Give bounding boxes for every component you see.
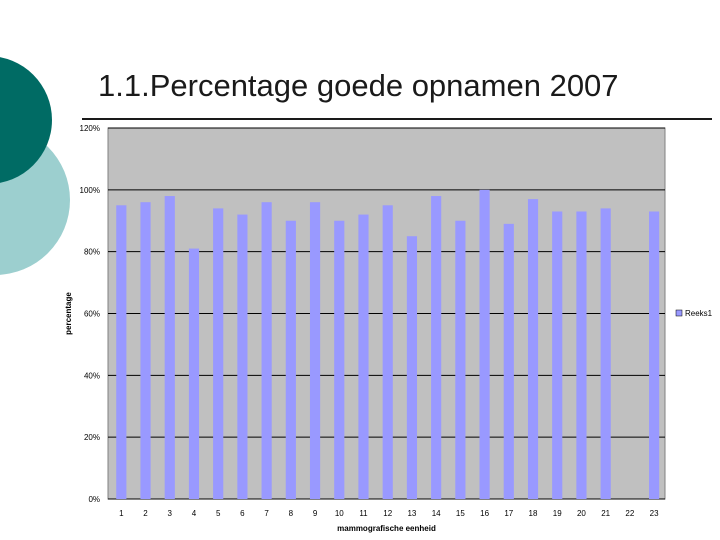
x-tick-label: 3 [168, 509, 173, 518]
decorative-circles [0, 57, 70, 275]
x-tick-label: 9 [313, 509, 318, 518]
bar-18 [527, 199, 539, 499]
x-tick-label: 1 [119, 509, 124, 518]
x-tick-label: 2 [143, 509, 148, 518]
x-tick-label: 13 [407, 509, 416, 518]
bars [116, 189, 660, 500]
x-tick-label: 4 [192, 509, 197, 518]
page-title: 1.1.Percentage goede opnamen 2007 [98, 68, 619, 103]
dark-circle-shape [0, 57, 52, 183]
legend-swatch [675, 309, 683, 317]
bar-2 [140, 202, 151, 499]
x-tick-label: 10 [335, 509, 344, 518]
bar-17 [503, 223, 514, 499]
bar-7 [261, 202, 272, 499]
x-tick-label: 18 [529, 509, 538, 518]
bar-4 [188, 248, 200, 499]
x-tick-label: 15 [456, 509, 465, 518]
legend: Reeks1 [675, 309, 713, 318]
y-tick-label: 120% [80, 124, 100, 133]
bar-19 [552, 211, 563, 499]
bar-23 [649, 211, 660, 499]
x-tick-label: 23 [650, 509, 659, 518]
x-tick-label: 19 [553, 509, 562, 518]
x-axis-ticks: 1 2 3 4 5 6 7 8 9 10 11 12 13 14 15 16 17 18 19 20 21 22 23 [119, 509, 659, 518]
bar-13 [406, 236, 418, 500]
bar-8 [285, 220, 296, 499]
x-tick-label: 16 [480, 509, 489, 518]
x-tick-label: 14 [432, 509, 441, 518]
bar-16 [479, 189, 490, 500]
x-tick-label: 6 [240, 509, 245, 518]
x-tick-label: 20 [577, 509, 586, 518]
bar-1 [116, 205, 127, 499]
y-axis-label: percentage [64, 292, 73, 335]
bar-15 [455, 220, 466, 499]
legend-label: Reeks1 [685, 309, 713, 318]
bar-21 [600, 208, 611, 499]
y-tick-label: 20% [84, 433, 100, 442]
x-tick-label: 17 [504, 509, 513, 518]
x-tick-label: 8 [289, 509, 294, 518]
bar-14 [431, 196, 442, 499]
bar-3 [164, 196, 175, 499]
x-axis-label: mammografische eenheid [337, 524, 436, 533]
bar-5 [213, 208, 224, 499]
bar-12 [382, 205, 393, 499]
y-axis-ticks: 0% 20% 40% 60% 80% 100% 120% [80, 124, 100, 504]
bar-10 [334, 220, 345, 499]
y-tick-label: 60% [84, 310, 100, 319]
x-tick-label: 7 [264, 509, 269, 518]
bar-20 [576, 211, 587, 499]
y-tick-label: 80% [84, 248, 100, 257]
x-tick-label: 11 [359, 509, 368, 518]
bar-6 [237, 214, 248, 500]
y-tick-label: 40% [84, 371, 100, 380]
x-tick-label: 5 [216, 509, 221, 518]
x-tick-label: 21 [601, 509, 610, 518]
bar-11 [358, 214, 369, 500]
x-tick-label: 12 [383, 509, 392, 518]
y-tick-label: 100% [80, 186, 100, 195]
bar-9 [309, 202, 321, 499]
y-tick-label: 0% [88, 495, 100, 504]
title-divider [82, 118, 712, 120]
x-tick-label: 22 [625, 509, 634, 518]
